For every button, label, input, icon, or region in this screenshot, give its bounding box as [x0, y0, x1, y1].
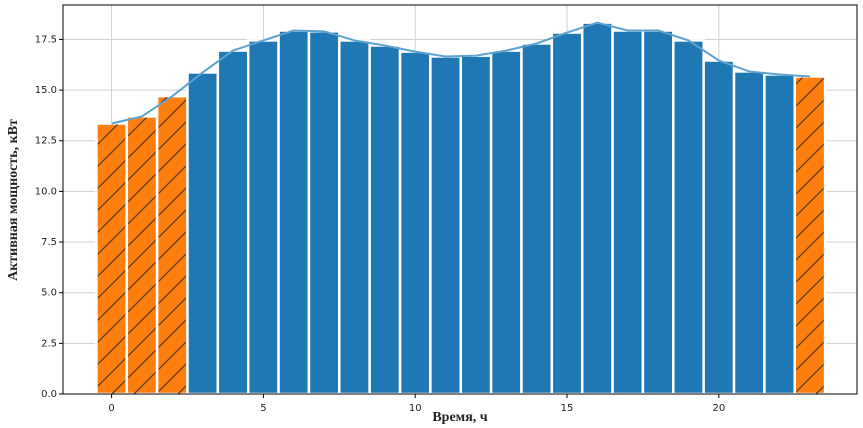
bar	[611, 29, 645, 396]
bar	[307, 30, 341, 396]
bar	[277, 29, 311, 396]
bar	[429, 55, 463, 396]
axes-frame	[62, 4, 858, 395]
y-tick-label: 17.5	[35, 34, 57, 45]
bar	[580, 21, 614, 396]
bar	[550, 31, 584, 396]
bar-hatch	[97, 124, 126, 394]
y-tick-label: 7.5	[41, 237, 57, 248]
x-tick-label: 5	[260, 403, 266, 414]
y-tick-label: 15.0	[35, 85, 57, 96]
bar	[520, 42, 554, 396]
bar-hatch	[128, 117, 156, 395]
bar	[338, 39, 371, 396]
y-tick-label: 5.0	[41, 288, 57, 299]
bar	[702, 59, 736, 396]
trend-line	[111, 21, 811, 125]
bar	[672, 39, 705, 396]
bar	[216, 49, 250, 396]
x-axis-label: Время, ч	[432, 410, 487, 425]
x-tick-label: 15	[561, 403, 574, 414]
bar	[763, 73, 797, 396]
x-tick-label: 10	[409, 403, 422, 414]
y-axis-label: Активная мощность, кВт	[6, 119, 21, 281]
bar	[641, 29, 675, 396]
y-tick-label: 12.5	[35, 136, 57, 147]
y-tick-label: 10.0	[35, 186, 57, 197]
bar	[186, 71, 220, 396]
y-tick-label: 2.5	[41, 338, 57, 349]
bar	[459, 54, 493, 396]
bar-hatch	[796, 77, 824, 394]
bar-hatch	[158, 97, 186, 394]
x-tick-label: 20	[712, 403, 725, 414]
bar	[732, 70, 766, 396]
bar	[246, 39, 280, 396]
bar	[368, 44, 402, 396]
y-tick-label: 0.0	[41, 389, 57, 400]
bars	[95, 21, 827, 396]
bar	[398, 50, 432, 396]
x-tick-label: 0	[108, 403, 114, 414]
bar	[489, 49, 523, 396]
